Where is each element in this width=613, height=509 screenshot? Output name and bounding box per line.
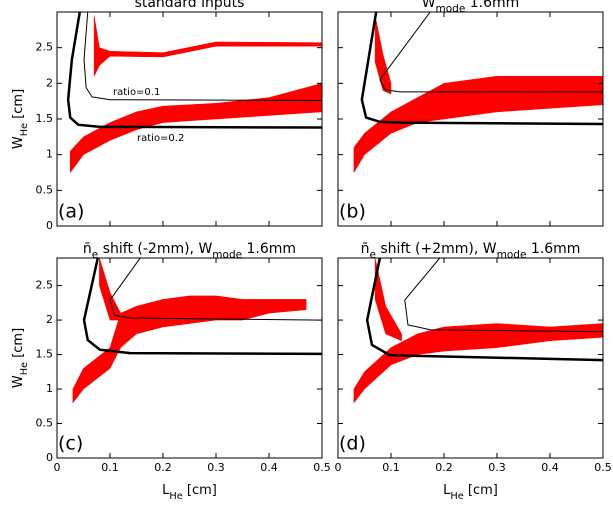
contour-line bbox=[379, 12, 603, 93]
panel-title: Wmode 1.6mm bbox=[422, 0, 520, 15]
contour-line bbox=[66, 12, 322, 129]
x-tick-label: 0.5 bbox=[594, 461, 612, 474]
contour-line bbox=[365, 258, 603, 362]
contour-line bbox=[82, 258, 322, 356]
panel-title: standard inputs bbox=[135, 0, 245, 11]
annotation: ratio=0.2 bbox=[137, 133, 184, 144]
contour-line bbox=[404, 258, 603, 333]
panel-label: (a) bbox=[58, 201, 84, 223]
y-axis-label-part: [cm] bbox=[11, 328, 26, 362]
y-tick-label: 1 bbox=[46, 382, 53, 395]
x-tick-label: 0.1 bbox=[382, 461, 400, 474]
panel-title-part: 1.6mm bbox=[526, 241, 580, 257]
panel-title-part: mode bbox=[436, 3, 466, 15]
plot-area bbox=[353, 12, 603, 174]
y-tick-label: 0 bbox=[46, 451, 53, 464]
panel-title-part: standard inputs bbox=[135, 0, 245, 11]
panel-label: (d) bbox=[339, 433, 366, 455]
panel-title-part: e bbox=[369, 249, 375, 261]
x-tick-label: 0.3 bbox=[488, 461, 506, 474]
red-region bbox=[374, 258, 402, 342]
panel-title-part: n̄ bbox=[83, 241, 92, 257]
red-region bbox=[99, 258, 121, 321]
x-axis-label-part: [cm] bbox=[183, 483, 217, 498]
y-axis-label-part: He bbox=[19, 362, 30, 375]
panel-title-part: mode bbox=[212, 249, 242, 261]
panel-title-part: W bbox=[422, 0, 436, 11]
x-tick-label: 0.5 bbox=[313, 461, 331, 474]
x-tick-label: 0.4 bbox=[260, 461, 278, 474]
y-axis-label-part: He bbox=[19, 123, 30, 136]
x-tick-label: 0.2 bbox=[154, 461, 172, 474]
red-region bbox=[72, 295, 307, 404]
y-axis-label: WHe [cm] bbox=[11, 89, 30, 149]
panel-title-part: 1.6mm bbox=[242, 241, 296, 257]
contour-line bbox=[360, 12, 603, 126]
panel-title-part: e bbox=[92, 249, 98, 261]
x-tick-label: 0.4 bbox=[541, 461, 559, 474]
x-axis-label-part: [cm] bbox=[464, 483, 498, 498]
panel-title-part: shift (-2mm), W bbox=[98, 241, 212, 257]
panel-title-part: mode bbox=[497, 249, 527, 261]
x-tick-label: 0 bbox=[54, 461, 61, 474]
x-tick-label: 0.2 bbox=[435, 461, 453, 474]
x-axis-label-part: L bbox=[162, 483, 170, 498]
x-axis-label: LHe [cm] bbox=[443, 483, 498, 502]
annotation: ratio=0.1 bbox=[113, 87, 160, 98]
panel-title: n̄e shift (-2mm), Wmode 1.6mm bbox=[83, 241, 296, 261]
y-tick-label: 0.5 bbox=[36, 417, 54, 430]
y-axis-label: WHe [cm] bbox=[11, 328, 30, 388]
panel-label: (c) bbox=[58, 433, 83, 455]
plot-area bbox=[72, 258, 322, 404]
y-axis-label-part: W bbox=[11, 136, 26, 149]
red-region bbox=[374, 15, 392, 95]
panel-title: n̄e shift (+2mm), Wmode 1.6mm bbox=[361, 241, 581, 261]
y-tick-label: 1.5 bbox=[36, 112, 54, 125]
contour-line bbox=[109, 258, 322, 321]
y-tick-label: 1.5 bbox=[36, 348, 54, 361]
axes-frame bbox=[56, 257, 323, 459]
y-axis-label-part: [cm] bbox=[11, 89, 26, 123]
plot-area bbox=[66, 12, 322, 174]
axes-frame bbox=[337, 257, 604, 459]
red-region bbox=[93, 15, 322, 77]
panel-title-part: 1.6mm bbox=[465, 0, 519, 11]
x-axis-label-part: He bbox=[169, 491, 182, 502]
y-tick-label: 0.5 bbox=[36, 183, 54, 196]
y-tick-label: 0 bbox=[46, 219, 53, 232]
y-tick-label: 2.5 bbox=[36, 279, 54, 292]
red-region bbox=[353, 75, 603, 174]
panel-title-part: shift (+2mm), W bbox=[376, 241, 497, 257]
plot-area bbox=[353, 258, 603, 404]
x-tick-label: 0.1 bbox=[101, 461, 119, 474]
x-axis-label: LHe [cm] bbox=[162, 483, 217, 502]
panel-title-part: n̄ bbox=[361, 241, 370, 257]
x-axis-label-part: He bbox=[450, 491, 463, 502]
y-axis-label-part: W bbox=[11, 375, 26, 388]
x-tick-label: 0.3 bbox=[207, 461, 225, 474]
x-tick-label: 0 bbox=[335, 461, 342, 474]
y-tick-label: 1 bbox=[46, 148, 53, 161]
x-axis-label-part: L bbox=[443, 483, 451, 498]
y-tick-label: 2.5 bbox=[36, 41, 54, 54]
panel-label: (b) bbox=[339, 201, 366, 223]
y-tick-label: 2 bbox=[46, 76, 53, 89]
y-tick-label: 2 bbox=[46, 313, 53, 326]
red-region bbox=[353, 323, 603, 404]
red-region bbox=[70, 83, 322, 174]
contour-line bbox=[83, 12, 322, 101]
